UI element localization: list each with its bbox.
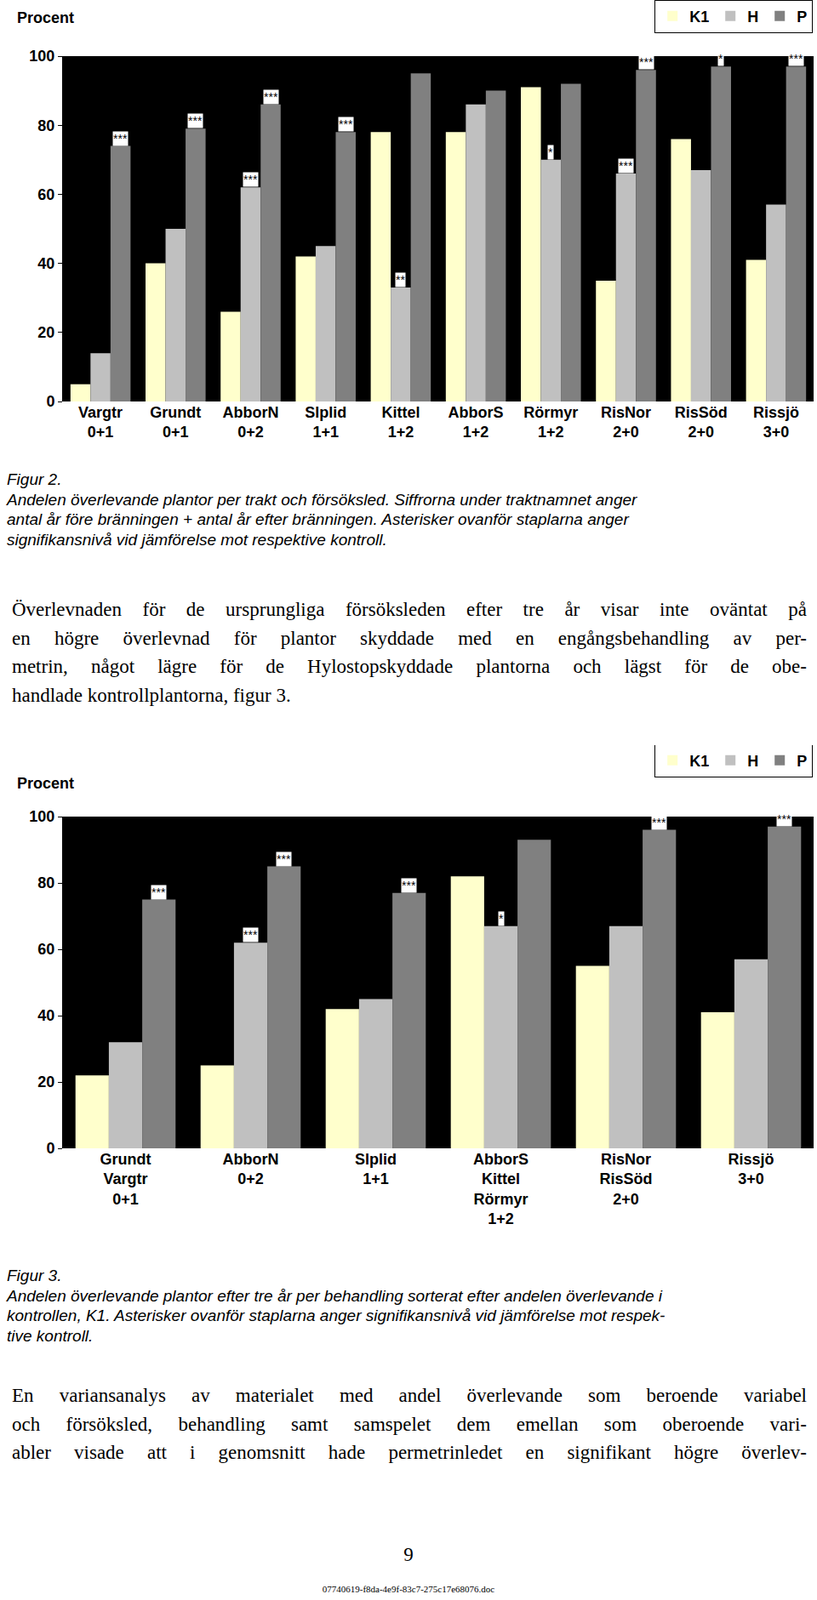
svg-text:***: *** bbox=[401, 879, 417, 893]
html-text:9: 9 bbox=[403, 1544, 414, 1566]
svg-text:K1: K1 bbox=[689, 8, 709, 26]
svg-text:*: * bbox=[498, 912, 504, 926]
svg-text:Procent: Procent bbox=[17, 775, 75, 793]
svg-text:20: 20 bbox=[37, 1074, 55, 1092]
svg-text:Rissjö3+0: Rissjö3+0 bbox=[753, 404, 800, 441]
svg-text:100: 100 bbox=[28, 808, 55, 826]
svg-text:60: 60 bbox=[37, 941, 55, 959]
svg-text:80: 80 bbox=[37, 874, 55, 892]
html-text:antal år före bränningen + ant: antal år före bränningen + antal år efte… bbox=[6, 510, 629, 529]
html-text:Figur 2.: Figur 2. bbox=[6, 470, 62, 489]
svg-text:***: *** bbox=[788, 51, 804, 66]
html-text:och försöksled, behandling sam: och försöksled, behandling samt samspele… bbox=[11, 1414, 807, 1436]
svg-text:***: *** bbox=[618, 159, 634, 173]
svg-text:Kittel1+2: Kittel1+2 bbox=[381, 404, 420, 441]
svg-text:20: 20 bbox=[37, 324, 55, 342]
svg-text:***: *** bbox=[151, 885, 166, 900]
html-text:Andelen överlevande plantor ef: Andelen överlevande plantor efter tre år… bbox=[6, 1287, 663, 1306]
svg-text:100: 100 bbox=[28, 47, 55, 65]
svg-text:Slplid1+1: Slplid1+1 bbox=[304, 404, 347, 441]
svg-text:***: *** bbox=[777, 812, 792, 827]
svg-text:RisSöd2+0: RisSöd2+0 bbox=[674, 404, 728, 441]
svg-text:H: H bbox=[747, 8, 759, 26]
svg-text:***: *** bbox=[651, 816, 667, 830]
svg-text:AbborSKittelRörmyr1+2: AbborSKittelRörmyr1+2 bbox=[473, 1151, 529, 1229]
html-text:Figur 3.: Figur 3. bbox=[6, 1267, 62, 1286]
svg-text:Procent: Procent bbox=[17, 9, 75, 27]
html-text:kontrollen, K1. Asterisker ova: kontrollen, K1. Asterisker ovanför stapl… bbox=[6, 1307, 666, 1326]
svg-text:Grundt0+1: Grundt0+1 bbox=[149, 404, 201, 441]
svg-text:60: 60 bbox=[37, 186, 55, 204]
svg-text:Vargtr0+1: Vargtr0+1 bbox=[78, 404, 123, 441]
svg-text:***: *** bbox=[113, 131, 128, 146]
svg-text:40: 40 bbox=[37, 1007, 55, 1025]
html-text:07740619-f8da-4e9f-83c7-275c17: 07740619-f8da-4e9f-83c7-275c17e68076.doc bbox=[322, 1584, 495, 1595]
svg-text:RisNorRisSöd2+0: RisNorRisSöd2+0 bbox=[599, 1151, 652, 1209]
html-text:handlade kontrollplantorna, fi: handlade kontrollplantorna, figur 3. bbox=[11, 684, 291, 707]
svg-text:Rörmyr1+2: Rörmyr1+2 bbox=[523, 404, 578, 441]
html-text:en högre överlevnad för planto: en högre överlevnad för plantor skyddade… bbox=[11, 627, 807, 650]
svg-text:AbborS1+2: AbborS1+2 bbox=[448, 404, 504, 441]
svg-text:K1: K1 bbox=[689, 753, 709, 771]
svg-text:Rissjö3+0: Rissjö3+0 bbox=[727, 1151, 774, 1189]
svg-text:***: *** bbox=[338, 117, 354, 132]
html-text:En variansanalys av materialet: En variansanalys av materialet med andel… bbox=[11, 1385, 807, 1407]
svg-text:40: 40 bbox=[37, 255, 55, 273]
html-text:abler visade att i genomsnitt: abler visade att i genomsnitt hade perme… bbox=[11, 1442, 807, 1464]
html-text:Andelen överlevande plantor pe: Andelen överlevande plantor per trakt oc… bbox=[6, 490, 637, 509]
svg-text:Slplid1+1: Slplid1+1 bbox=[354, 1151, 397, 1189]
svg-text:AbborN0+2: AbborN0+2 bbox=[222, 1151, 280, 1189]
svg-text:0: 0 bbox=[45, 393, 55, 411]
svg-text:***: *** bbox=[276, 852, 292, 867]
svg-text:*: * bbox=[548, 145, 554, 160]
svg-text:80: 80 bbox=[37, 117, 55, 135]
svg-text:***: *** bbox=[243, 928, 258, 943]
html-text:metrin, något lägre för de Hyl: metrin, något lägre för de Hylostopskydd… bbox=[11, 656, 807, 678]
svg-text:***: *** bbox=[188, 114, 203, 128]
svg-text:**: ** bbox=[395, 273, 406, 287]
svg-text:*: * bbox=[718, 51, 724, 66]
svg-text:P: P bbox=[796, 8, 807, 26]
svg-text:AbborN0+2: AbborN0+2 bbox=[222, 404, 280, 441]
svg-text:***: *** bbox=[639, 55, 654, 69]
svg-text:P: P bbox=[796, 753, 807, 771]
html-text:signifikansnivå vid jämförelse: signifikansnivå vid jämförelse mot respe… bbox=[6, 530, 387, 549]
svg-text:RisNor2+0: RisNor2+0 bbox=[600, 404, 652, 441]
svg-text:***: *** bbox=[263, 90, 279, 104]
svg-text:***: *** bbox=[243, 172, 258, 187]
html-text:tive kontroll.: tive kontroll. bbox=[6, 1327, 94, 1346]
svg-text:GrundtVargtr0+1: GrundtVargtr0+1 bbox=[100, 1151, 152, 1209]
html-text:Överlevnaden för de ursprungli: Överlevnaden för de ursprungliga försöks… bbox=[11, 599, 807, 621]
svg-text:H: H bbox=[747, 753, 759, 771]
svg-text:0: 0 bbox=[45, 1140, 55, 1158]
